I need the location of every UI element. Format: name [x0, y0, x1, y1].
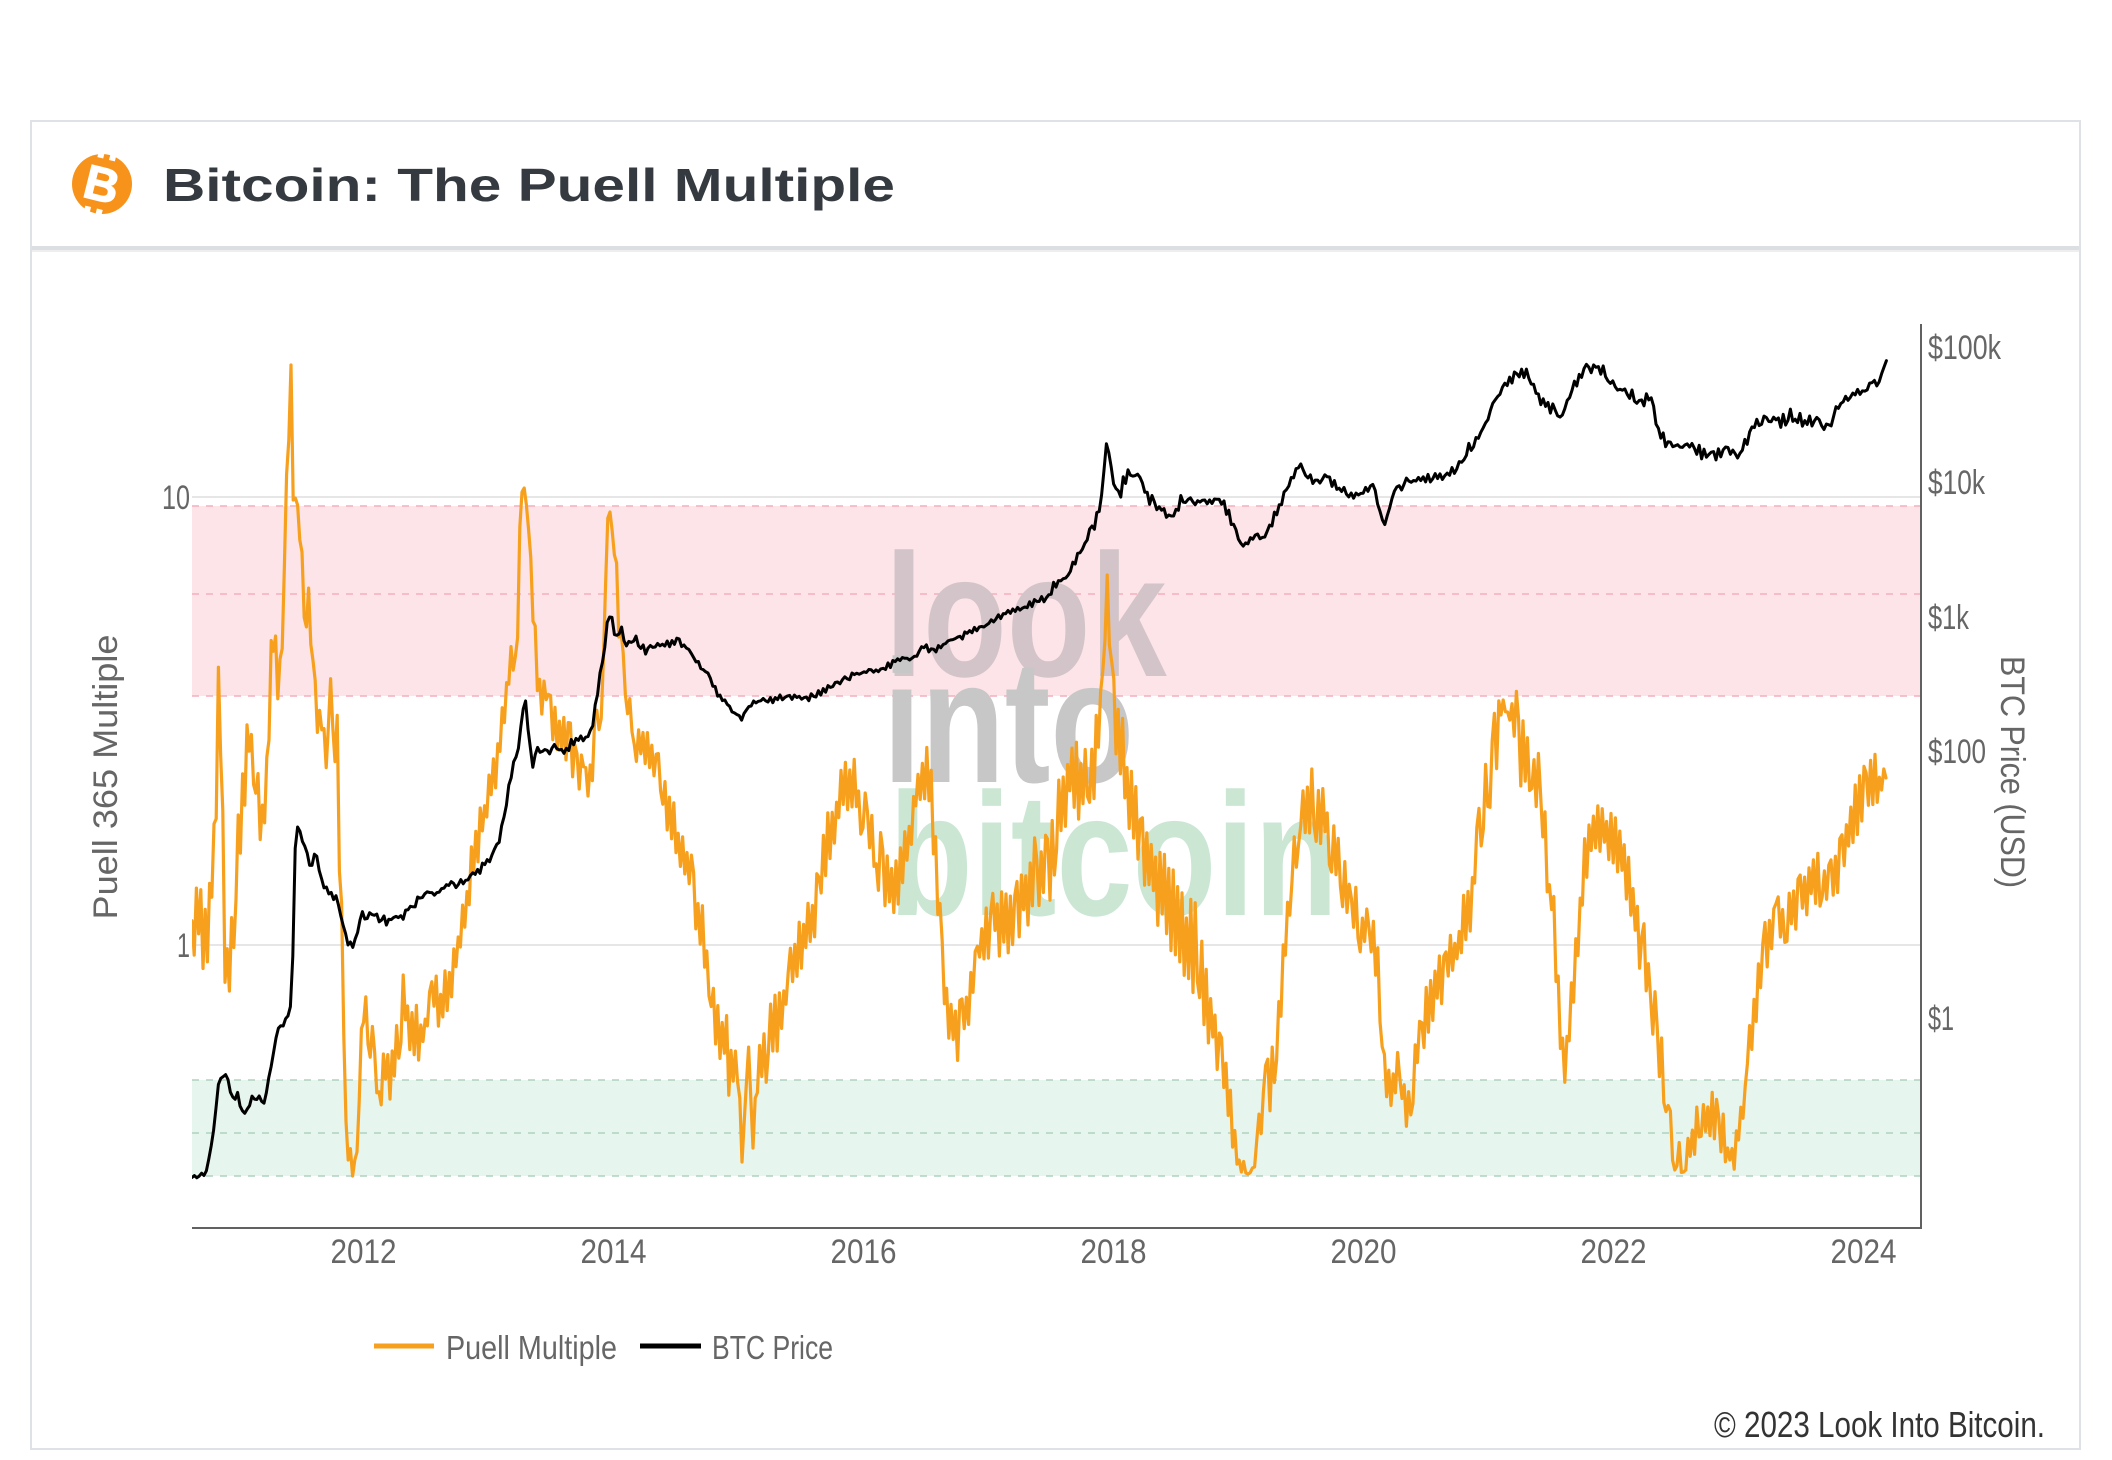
svg-text:$10k: $10k [1928, 464, 1986, 502]
svg-text:2016: 2016 [831, 1233, 897, 1271]
svg-text:10: 10 [162, 479, 190, 517]
svg-text:Puell 365 Multiple: Puell 365 Multiple [87, 635, 125, 920]
svg-text:2018: 2018 [1081, 1233, 1147, 1271]
svg-text:1: 1 [177, 927, 190, 965]
svg-text:2022: 2022 [1581, 1233, 1647, 1271]
svg-text:look: look [885, 519, 1167, 714]
svg-text:2024: 2024 [1831, 1233, 1897, 1271]
svg-text:$100k: $100k [1928, 329, 2002, 367]
svg-text:Bitcoin: The Puell Multiple: Bitcoin: The Puell Multiple [163, 159, 895, 211]
svg-text:2012: 2012 [331, 1233, 397, 1271]
svg-text:bitcoin: bitcoin [889, 758, 1338, 953]
svg-text:$1: $1 [1928, 1000, 1954, 1038]
svg-text:BTC Price: BTC Price [712, 1329, 833, 1366]
svg-text:© 2023 Look Into Bitcoin.: © 2023 Look Into Bitcoin. [1714, 1404, 2045, 1445]
svg-text:Puell Multiple: Puell Multiple [446, 1329, 617, 1366]
svg-text:2020: 2020 [1331, 1233, 1397, 1271]
svg-text:BTC Price (USD): BTC Price (USD) [1993, 656, 2031, 888]
svg-text:$1k: $1k [1928, 599, 1970, 637]
svg-text:$100: $100 [1928, 733, 1986, 771]
svg-text:2014: 2014 [581, 1233, 647, 1271]
